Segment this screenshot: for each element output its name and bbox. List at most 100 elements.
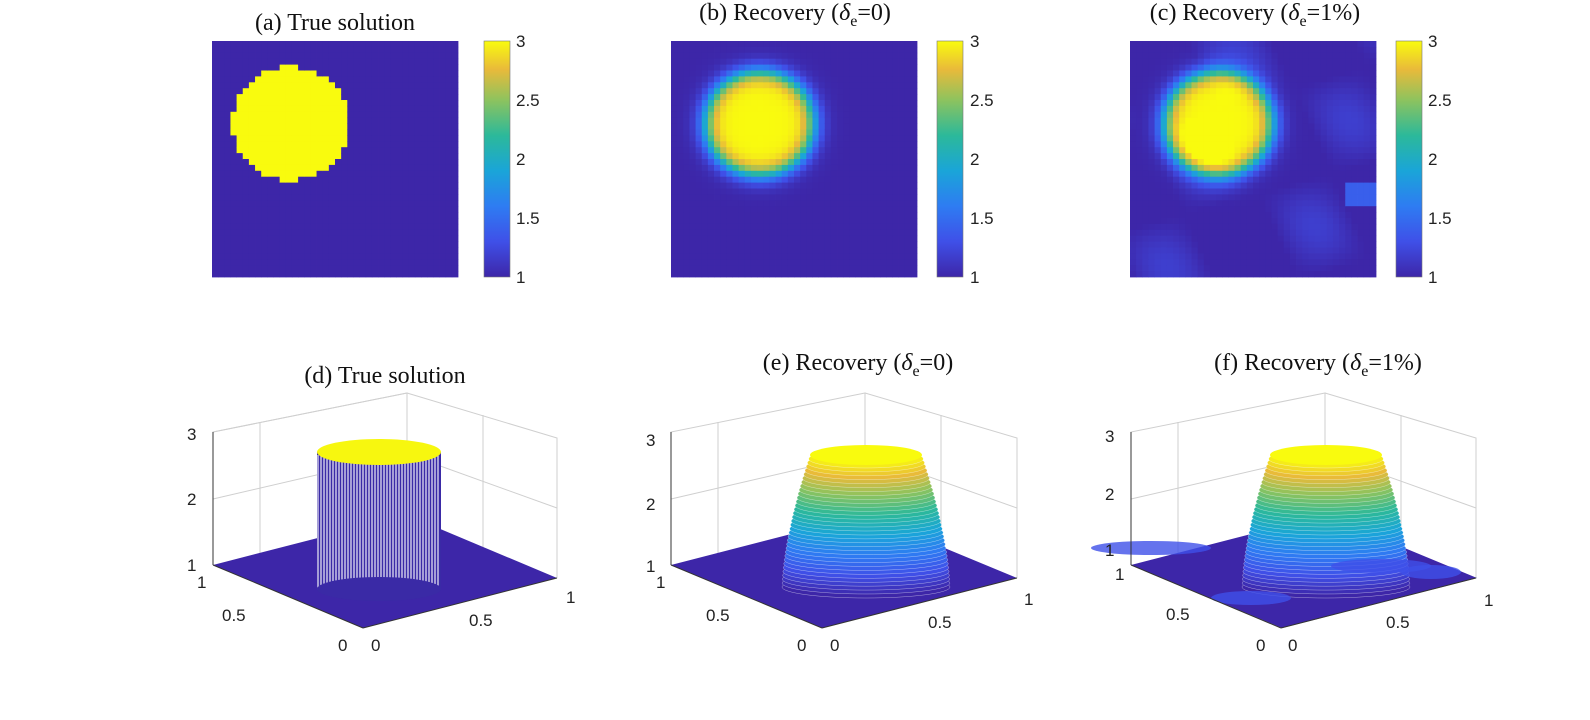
heatmap-cell bbox=[421, 218, 428, 225]
heatmap-cell bbox=[867, 129, 875, 136]
heatmap-cell bbox=[1130, 129, 1137, 136]
heatmap-cell bbox=[1197, 164, 1205, 172]
heatmap-cell bbox=[1308, 46, 1315, 54]
heatmap-cell bbox=[904, 64, 912, 71]
heatmap-cell bbox=[726, 164, 733, 172]
heatmap-cell bbox=[1320, 82, 1328, 89]
heatmap-cell bbox=[1148, 147, 1155, 154]
heatmap-cell bbox=[744, 153, 752, 160]
heatmap-cell bbox=[781, 170, 789, 178]
heatmap-cell bbox=[861, 194, 869, 201]
heatmap-cell bbox=[421, 253, 428, 260]
heatmap-cell bbox=[291, 259, 299, 266]
heatmap-cell bbox=[236, 117, 244, 124]
heatmap-cell bbox=[1160, 259, 1168, 266]
heatmap-cell bbox=[738, 164, 746, 172]
heatmap-cell bbox=[1185, 200, 1192, 207]
heatmap-cell bbox=[255, 117, 262, 124]
heatmap-cell bbox=[248, 94, 256, 101]
heatmap-cell bbox=[242, 105, 250, 113]
heatmap-cell bbox=[910, 159, 918, 166]
heatmap-cell bbox=[855, 170, 863, 178]
heatmap-cell bbox=[1339, 206, 1346, 213]
heatmap-cell bbox=[1142, 265, 1149, 272]
heatmap-cell bbox=[1136, 117, 1143, 124]
heatmap-cell bbox=[750, 188, 758, 195]
heatmap-cell bbox=[886, 123, 893, 130]
panel-a-heatmap bbox=[212, 41, 459, 278]
colorbar-b-tick-3: 3 bbox=[970, 32, 979, 51]
heatmap-cell bbox=[371, 153, 379, 160]
heatmap-cell bbox=[800, 70, 807, 77]
heatmap-cell bbox=[328, 105, 336, 113]
heatmap-cell bbox=[1332, 46, 1340, 54]
heatmap-cell bbox=[720, 159, 727, 166]
heatmap-cell bbox=[304, 164, 311, 172]
heatmap-cell bbox=[707, 176, 715, 183]
heatmap-cell bbox=[1160, 123, 1168, 130]
heatmap-cell bbox=[806, 111, 813, 119]
heatmap-cell bbox=[1363, 46, 1371, 54]
heatmap-cell bbox=[1314, 135, 1322, 142]
heatmap-cell bbox=[1345, 141, 1352, 148]
heatmap-cell bbox=[1130, 271, 1137, 278]
heatmap-cell bbox=[1203, 141, 1211, 148]
heatmap-cell bbox=[212, 229, 219, 237]
heatmap-cell bbox=[335, 212, 342, 219]
heatmap-cell bbox=[310, 247, 317, 254]
heatmap-cell bbox=[1228, 117, 1235, 124]
heatmap-cell bbox=[1265, 46, 1272, 54]
heatmap-cell bbox=[402, 70, 410, 77]
heatmap-cell bbox=[439, 194, 447, 201]
heatmap-cell bbox=[445, 247, 453, 254]
heatmap-cell bbox=[1271, 76, 1278, 83]
heatmap-cell bbox=[1154, 259, 1162, 266]
heatmap-cell bbox=[775, 223, 783, 231]
heatmap-cell bbox=[1259, 76, 1266, 83]
heatmap-cell bbox=[1228, 88, 1235, 95]
heatmap-cell bbox=[273, 241, 281, 248]
heatmap-cell bbox=[273, 58, 281, 65]
heatmap-cell bbox=[1191, 164, 1199, 172]
heatmap-cell bbox=[1148, 135, 1155, 142]
heatmap-cell bbox=[775, 41, 783, 48]
heatmap-cell bbox=[1222, 88, 1229, 95]
heatmap-cell bbox=[830, 271, 838, 278]
heatmap-cell bbox=[720, 82, 727, 89]
heatmap-cell bbox=[402, 123, 410, 130]
heatmap-cell bbox=[236, 206, 244, 213]
heatmap-cell bbox=[291, 170, 299, 178]
heatmap-cell bbox=[261, 135, 268, 142]
heatmap-cell bbox=[1209, 235, 1217, 242]
heatmap-cell bbox=[812, 82, 819, 89]
heatmap-cell bbox=[236, 170, 244, 178]
heatmap-cell bbox=[384, 253, 391, 260]
heatmap-cell bbox=[714, 147, 721, 154]
heatmap-cell bbox=[677, 164, 684, 172]
heatmap-cell bbox=[298, 76, 305, 83]
heatmap-cell bbox=[365, 41, 373, 48]
heatmap-cell bbox=[775, 100, 783, 107]
heatmap-cell bbox=[1326, 64, 1334, 71]
heatmap-cell bbox=[1228, 206, 1235, 213]
heatmap-cell bbox=[304, 123, 311, 130]
heatmap-cell bbox=[880, 64, 887, 71]
heatmap-cell bbox=[1326, 265, 1334, 272]
heatmap-cell bbox=[1130, 200, 1137, 207]
heatmap-cell bbox=[800, 129, 807, 136]
heatmap-cell bbox=[1253, 235, 1260, 242]
heatmap-cell bbox=[1160, 58, 1168, 65]
heatmap-cell bbox=[1136, 247, 1143, 254]
heatmap-cell bbox=[1234, 46, 1242, 54]
heatmap-cell bbox=[1142, 58, 1149, 65]
heatmap-cell bbox=[1142, 105, 1149, 113]
heatmap-cell bbox=[806, 247, 813, 254]
heatmap-cell bbox=[322, 164, 330, 172]
heatmap-cell bbox=[1222, 259, 1229, 266]
heatmap-cell bbox=[787, 212, 795, 219]
heatmap-cell bbox=[353, 123, 360, 130]
heatmap-cell bbox=[855, 52, 863, 60]
heatmap-cell bbox=[873, 141, 881, 148]
heatmap-cell bbox=[1332, 253, 1340, 260]
heatmap-cell bbox=[285, 212, 293, 219]
